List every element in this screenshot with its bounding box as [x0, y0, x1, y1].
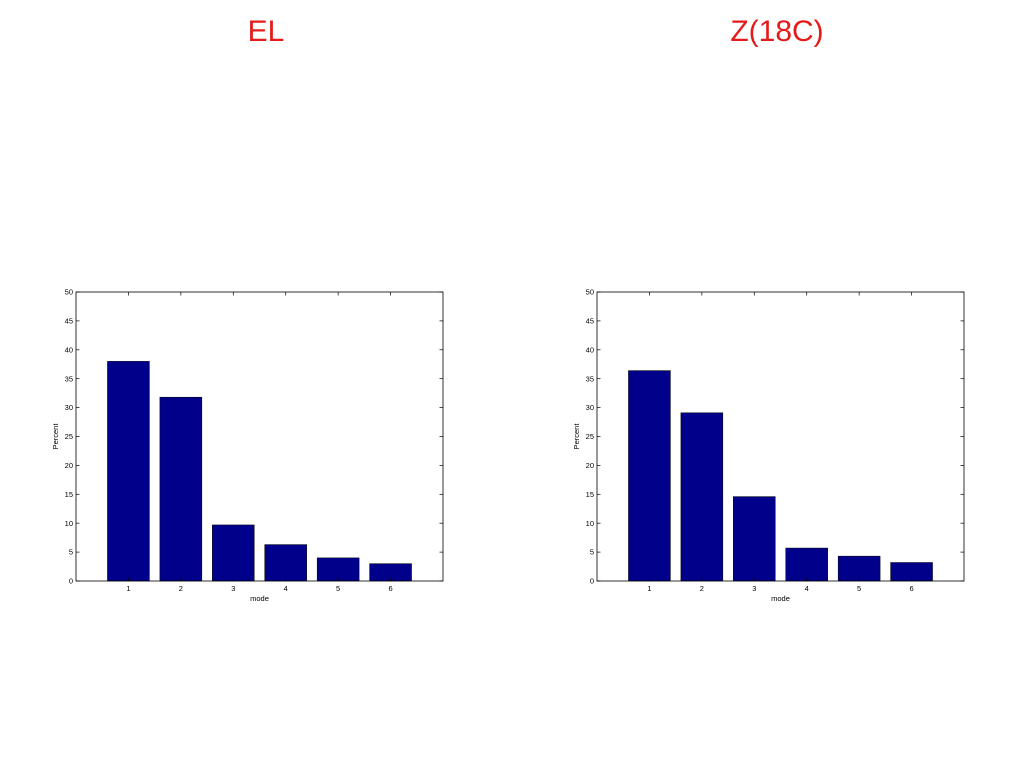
x-tick-label: 6	[909, 584, 913, 593]
y-tick-label: 35	[65, 374, 73, 383]
y-tick-label: 20	[586, 461, 594, 470]
y-tick-label: 5	[590, 548, 594, 557]
x-tick-label: 1	[126, 584, 130, 593]
x-tick-label: 4	[805, 584, 809, 593]
bar-mode-4	[264, 544, 307, 582]
x-axis-label: mode	[771, 594, 790, 603]
x-tick-label: 5	[336, 584, 340, 593]
y-tick-label: 15	[65, 490, 73, 499]
y-tick-label: 40	[586, 345, 594, 354]
x-tick-label: 2	[179, 584, 183, 593]
bar-mode-5	[837, 555, 881, 582]
y-tick-label: 25	[586, 432, 594, 441]
y-tick-label: 20	[65, 461, 73, 470]
y-tick-label: 25	[65, 432, 73, 441]
y-tick-label: 10	[586, 519, 594, 528]
bar-mode-2	[159, 396, 203, 582]
y-tick-label: 5	[69, 548, 73, 557]
x-tick-label: 5	[857, 584, 861, 593]
bar-mode-2	[680, 412, 724, 582]
y-axis-label: Percent	[51, 423, 60, 450]
bar-mode-3	[733, 496, 776, 582]
x-tick-label: 6	[388, 584, 392, 593]
y-tick-label: 10	[65, 519, 73, 528]
x-axis-label: mode	[250, 594, 269, 603]
x-tick-label: 4	[284, 584, 288, 593]
y-tick-label: 15	[586, 490, 594, 499]
chart-title-z18c: Z(18C)	[730, 15, 824, 48]
chart-title-el: EL	[247, 15, 285, 48]
x-tick-label: 1	[647, 584, 651, 593]
y-tick-label: 50	[586, 288, 594, 297]
bar-mode-1	[628, 370, 671, 582]
bar-mode-3	[212, 524, 255, 582]
y-tick-label: 30	[65, 403, 73, 412]
x-tick-label: 2	[700, 584, 704, 593]
y-tick-label: 35	[586, 374, 594, 383]
x-tick-label: 3	[231, 584, 235, 593]
y-axis-label: Percent	[572, 423, 581, 450]
bar-mode-1	[107, 361, 150, 582]
y-tick-label: 45	[586, 317, 594, 326]
y-tick-label: 50	[65, 288, 73, 297]
bar-mode-4	[785, 547, 828, 582]
y-tick-label: 45	[65, 317, 73, 326]
y-tick-label: 0	[69, 577, 73, 586]
y-tick-label: 40	[65, 345, 73, 354]
y-tick-label: 30	[586, 403, 594, 412]
y-tick-label: 0	[590, 577, 594, 586]
x-tick-label: 3	[752, 584, 756, 593]
